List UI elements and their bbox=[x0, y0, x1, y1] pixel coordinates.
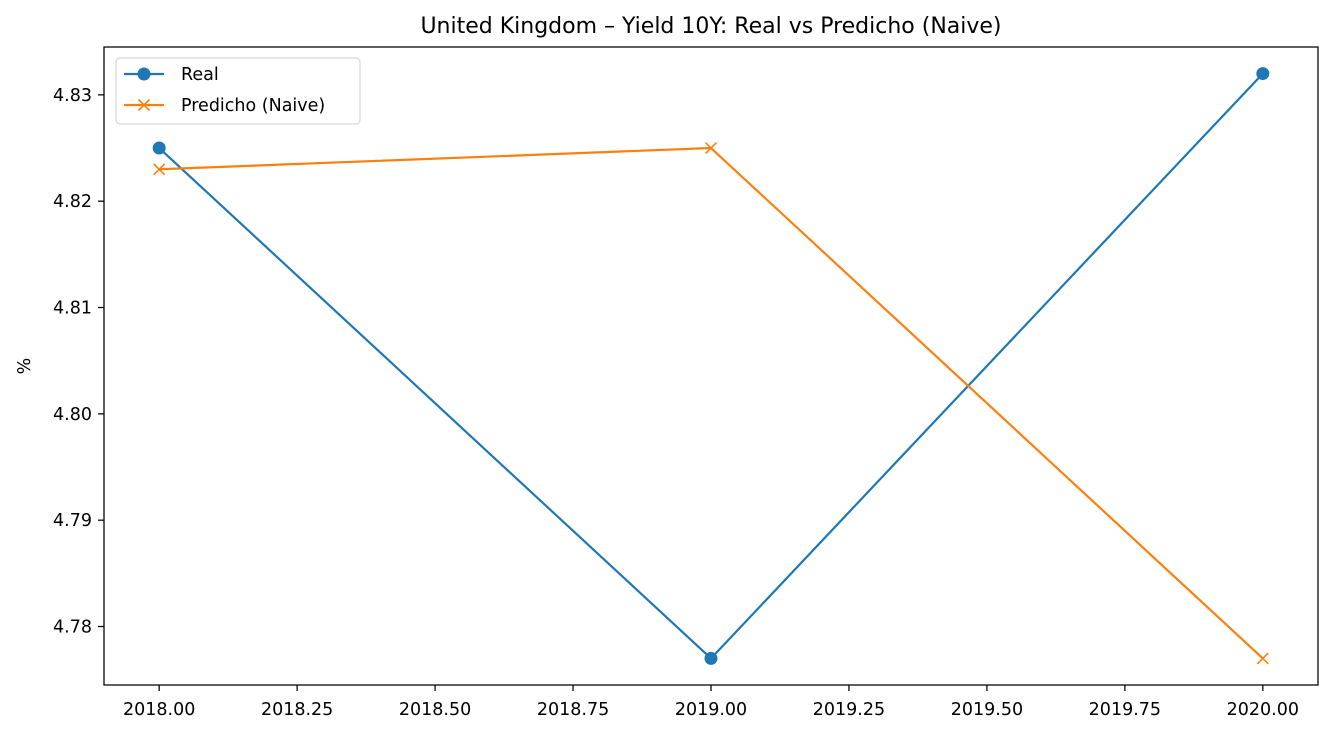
x-tick-label: 2019.50 bbox=[951, 700, 1023, 720]
legend: Real Predicho (Naive) bbox=[115, 57, 361, 125]
legend-box bbox=[115, 57, 361, 125]
series-line-real bbox=[158, 72, 1264, 660]
x-tick-label: 2018.00 bbox=[123, 700, 195, 720]
marker-stroke bbox=[137, 98, 151, 112]
x-tick-label: 2019.75 bbox=[1089, 700, 1161, 720]
y-tick-label: 4.78 bbox=[53, 618, 92, 638]
legend-label-real: Real bbox=[181, 65, 219, 85]
x-tick-label: 2019.00 bbox=[675, 700, 747, 720]
series-predicho-naive bbox=[153, 141, 1269, 665]
x-tick-label: 2018.25 bbox=[261, 700, 333, 720]
y-tick-label: 4.80 bbox=[53, 405, 92, 425]
marker-stroke bbox=[153, 163, 166, 176]
chart-title: United Kingdom – Yield 10Y: Real vs Pred… bbox=[420, 14, 1001, 39]
x-tick-label: 2018.75 bbox=[537, 700, 609, 720]
x-tick-label: 2020.00 bbox=[1227, 700, 1299, 720]
legend-marker-predicho-naive bbox=[137, 98, 151, 112]
series-line-predicho-naive bbox=[159, 146, 1264, 660]
data-point-real bbox=[704, 651, 718, 665]
plot-area: 2018.00 2018.25 2018.50 2018.75 2019.00 2019.… bbox=[53, 46, 1319, 720]
marker-stroke bbox=[1256, 652, 1269, 665]
data-point-predicho-naive bbox=[153, 163, 166, 176]
marker-stroke bbox=[704, 141, 718, 155]
series-real bbox=[152, 67, 1270, 665]
x-tick-label: 2018.50 bbox=[399, 700, 471, 720]
plot-frame bbox=[103, 46, 1319, 686]
y-tick-label: 4.81 bbox=[53, 299, 92, 319]
x-tick-label: 2019.25 bbox=[813, 700, 885, 720]
data-point-real bbox=[152, 141, 166, 155]
data-point-real bbox=[1256, 67, 1270, 81]
y-tick-label: 4.83 bbox=[53, 86, 92, 106]
y-tick-label: 4.79 bbox=[53, 511, 92, 531]
legend-label-predicho-naive: Predicho (Naive) bbox=[181, 96, 325, 116]
y-axis-label: % bbox=[15, 358, 35, 375]
data-point-predicho-naive bbox=[704, 141, 718, 155]
legend-marker-real bbox=[137, 67, 151, 81]
y-tick-label: 4.82 bbox=[53, 192, 92, 212]
data-point-predicho-naive bbox=[1256, 652, 1269, 665]
